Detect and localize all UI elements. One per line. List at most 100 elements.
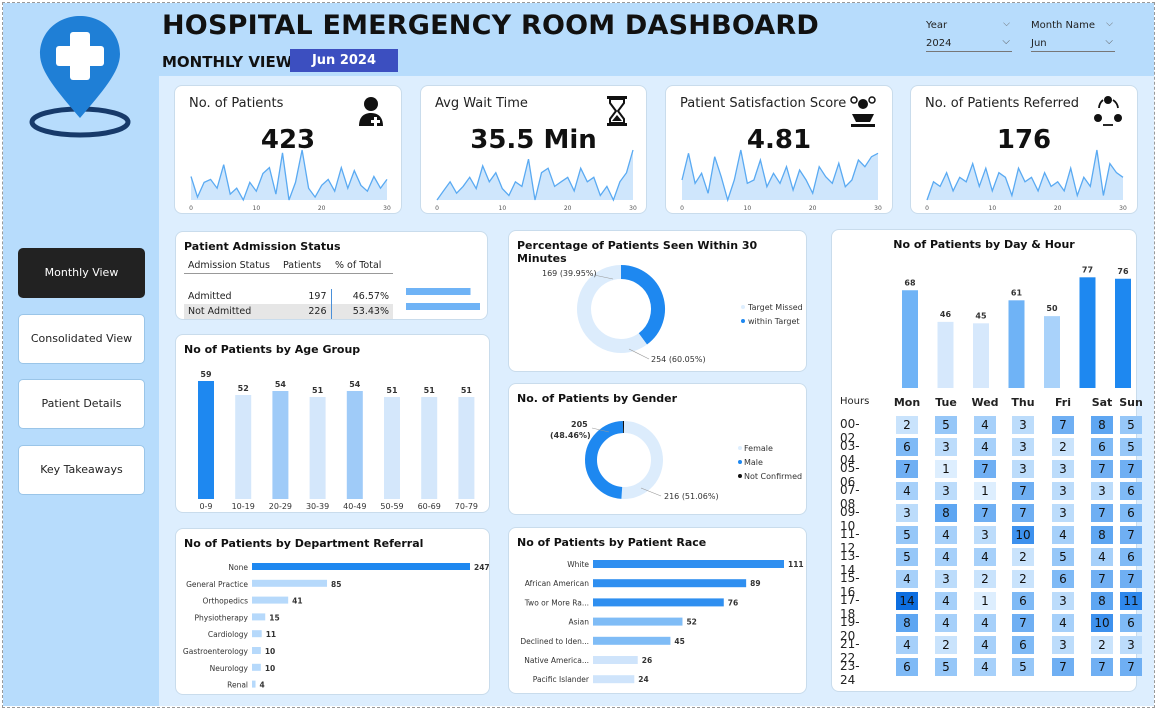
heatmap-cell[interactable]: 8: [1091, 526, 1113, 544]
heatmap-cell[interactable]: 7: [896, 460, 918, 478]
heatmap-cell[interactable]: 10: [1012, 526, 1034, 544]
heatmap-cell[interactable]: 4: [896, 482, 918, 500]
heatmap-cell[interactable]: 2: [974, 570, 996, 588]
heatmap-cell[interactable]: 6: [896, 658, 918, 676]
heatmap-cell[interactable]: 3: [935, 438, 957, 456]
heatmap-cell[interactable]: 7: [1091, 658, 1113, 676]
age-bar[interactable]: [272, 391, 289, 499]
age-bar[interactable]: [421, 397, 438, 499]
heatmap-cell[interactable]: 1: [974, 592, 996, 610]
heatmap-cell[interactable]: 7: [1091, 504, 1113, 522]
heatmap-cell[interactable]: 4: [974, 636, 996, 654]
hbar[interactable]: [252, 647, 261, 654]
hbar[interactable]: [252, 680, 256, 688]
heatmap-cell[interactable]: 2: [1012, 570, 1034, 588]
heatmap-cell[interactable]: 7: [1012, 482, 1034, 500]
heatmap-cell[interactable]: 3: [1052, 592, 1074, 610]
day-bar[interactable]: [902, 290, 918, 388]
heatmap-cell[interactable]: 7: [1120, 460, 1142, 478]
heatmap-cell[interactable]: 7: [1120, 658, 1142, 676]
heatmap-cell[interactable]: 8: [935, 504, 957, 522]
heatmap-cell[interactable]: 3: [1052, 460, 1074, 478]
heatmap-cell[interactable]: 3: [935, 482, 957, 500]
heatmap-cell[interactable]: 3: [1052, 482, 1074, 500]
hbar[interactable]: [593, 617, 683, 626]
table-row[interactable]: Not Admitted 226 53.43%: [184, 303, 393, 319]
heatmap-cell[interactable]: 3: [896, 504, 918, 522]
year-slicer[interactable]: Year ⌵ 2024 ⌵: [926, 19, 1012, 52]
heatmap-cell[interactable]: 7: [1120, 570, 1142, 588]
donut-slice[interactable]: [577, 265, 647, 353]
hbar[interactable]: [252, 613, 266, 621]
heatmap-cell[interactable]: 11: [1120, 592, 1142, 610]
heatmap-cell[interactable]: 3: [1120, 636, 1142, 654]
day-bar[interactable]: [1008, 300, 1025, 388]
heatmap-cell[interactable]: 6: [1120, 504, 1142, 522]
heatmap-cell[interactable]: 4: [935, 614, 957, 632]
heatmap-cell[interactable]: 6: [1120, 482, 1142, 500]
heatmap-cell[interactable]: 14: [896, 592, 918, 610]
day-bar[interactable]: [937, 321, 954, 388]
donut-slice[interactable]: [620, 265, 665, 345]
age-bar[interactable]: [309, 397, 326, 499]
heatmap-cell[interactable]: 7: [1012, 504, 1034, 522]
heatmap-cell[interactable]: 3: [935, 570, 957, 588]
heatmap-cell[interactable]: 7: [1052, 658, 1074, 676]
heatmap-cell[interactable]: 5: [896, 548, 918, 566]
hbar[interactable]: [252, 630, 262, 638]
heatmap-cell[interactable]: 5: [1120, 438, 1142, 456]
heatmap-cell[interactable]: 6: [1091, 438, 1113, 456]
heatmap-cell[interactable]: 2: [1052, 438, 1074, 456]
heatmap-cell[interactable]: 4: [896, 570, 918, 588]
heatmap-cell[interactable]: 3: [1012, 460, 1034, 478]
heatmap-cell[interactable]: 4: [974, 438, 996, 456]
hbar[interactable]: [252, 579, 328, 587]
heatmap-cell[interactable]: 6: [1120, 614, 1142, 632]
day-bar[interactable]: [1044, 316, 1060, 388]
heatmap-cell[interactable]: 5: [1052, 548, 1074, 566]
hbar[interactable]: [593, 598, 724, 607]
year-dropdown[interactable]: 2024 ⌵: [926, 36, 1012, 52]
heatmap-cell[interactable]: 2: [935, 636, 957, 654]
age-bar[interactable]: [458, 397, 475, 499]
heatmap-cell[interactable]: 4: [974, 548, 996, 566]
heatmap-cell[interactable]: 7: [1012, 614, 1034, 632]
heatmap-cell[interactable]: 2: [1012, 548, 1034, 566]
table-row[interactable]: Admitted 197 46.57%: [184, 288, 393, 304]
hbar[interactable]: [593, 656, 638, 664]
heatmap-cell[interactable]: 8: [1091, 416, 1113, 434]
heatmap-cell[interactable]: 4: [1091, 548, 1113, 566]
heatmap-cell[interactable]: 3: [974, 526, 996, 544]
hbar[interactable]: [593, 675, 635, 684]
donut-slice[interactable]: [585, 421, 624, 499]
heatmap-cell[interactable]: 4: [935, 548, 957, 566]
heatmap-cell[interactable]: 5: [935, 658, 957, 676]
heatmap-cell[interactable]: 4: [935, 526, 957, 544]
heatmap-cell[interactable]: 1: [974, 482, 996, 500]
heatmap-cell[interactable]: 2: [896, 416, 918, 434]
day-bar[interactable]: [973, 323, 989, 388]
heatmap-cell[interactable]: 6: [1012, 592, 1034, 610]
heatmap-cell[interactable]: 4: [1052, 614, 1074, 632]
hbar[interactable]: [593, 579, 747, 588]
heatmap-cell[interactable]: 8: [896, 614, 918, 632]
heatmap-cell[interactable]: 10: [1091, 614, 1113, 632]
heatmap-cell[interactable]: 6: [1120, 548, 1142, 566]
hbar[interactable]: [593, 636, 671, 645]
heatmap-cell[interactable]: 3: [1052, 636, 1074, 654]
heatmap-cell[interactable]: 5: [935, 416, 957, 434]
heatmap-cell[interactable]: 5: [1120, 416, 1142, 434]
heatmap-cell[interactable]: 2: [1091, 636, 1113, 654]
month-slicer[interactable]: Month Name ⌵ Jun ⌵: [1031, 19, 1115, 52]
heatmap-cell[interactable]: 7: [974, 460, 996, 478]
nav-patient-details-button[interactable]: Patient Details: [18, 379, 145, 429]
heatmap-cell[interactable]: 4: [935, 592, 957, 610]
heatmap-cell[interactable]: 5: [1012, 658, 1034, 676]
heatmap-cell[interactable]: 7: [1120, 526, 1142, 544]
age-bar[interactable]: [235, 395, 252, 499]
heatmap-cell[interactable]: 7: [974, 504, 996, 522]
hbar[interactable]: [252, 663, 261, 671]
day-bar[interactable]: [1115, 278, 1131, 388]
age-bar[interactable]: [384, 397, 400, 499]
heatmap-cell[interactable]: 6: [896, 438, 918, 456]
